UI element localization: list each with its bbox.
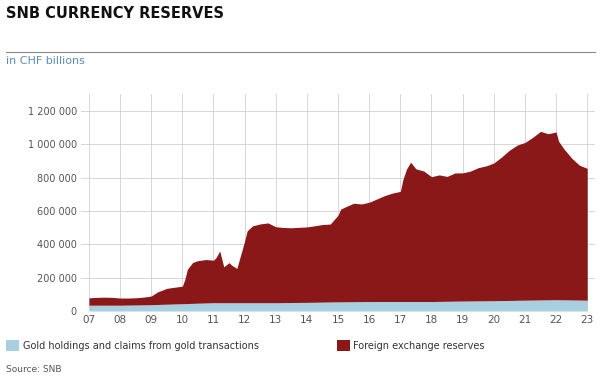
Text: in CHF billions: in CHF billions xyxy=(6,56,85,66)
Text: Source: SNB: Source: SNB xyxy=(6,366,61,374)
Text: SNB CURRENCY RESERVES: SNB CURRENCY RESERVES xyxy=(6,6,224,21)
Text: Gold holdings and claims from gold transactions: Gold holdings and claims from gold trans… xyxy=(23,341,259,351)
Text: Foreign exchange reserves: Foreign exchange reserves xyxy=(353,341,485,351)
